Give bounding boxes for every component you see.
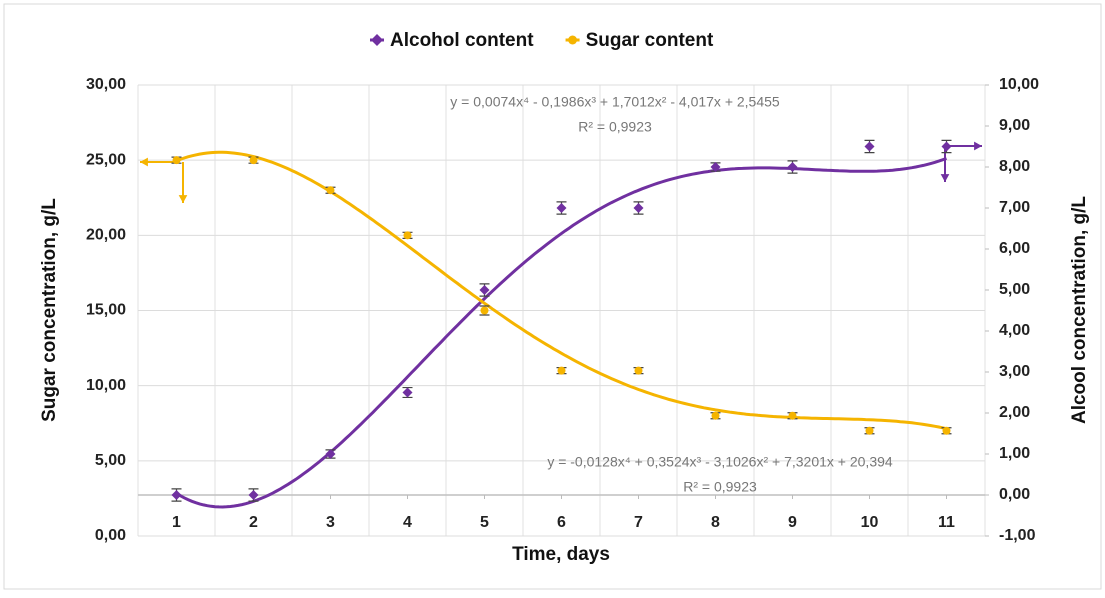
point bbox=[711, 411, 720, 420]
trendline-r2: R² = 0,9923 bbox=[683, 479, 757, 495]
y2-tick-label: 3,00 bbox=[999, 363, 1030, 380]
x-tick-label: 9 bbox=[788, 514, 797, 531]
y2-axis-title: Alcool concentration, g/L bbox=[1069, 196, 1090, 424]
legend-marker bbox=[568, 35, 578, 45]
point bbox=[633, 203, 644, 213]
x-axis-title: Time, days bbox=[512, 544, 610, 565]
chart-frame bbox=[3, 3, 1102, 590]
y-tick-label: 0,00 bbox=[95, 527, 126, 544]
y-axis-title: Sugar concentration, g/L bbox=[39, 198, 60, 422]
x-tick-label: 1 bbox=[172, 514, 181, 531]
y2-tick-label: 5,00 bbox=[999, 281, 1030, 298]
legend-label: Alcohol content bbox=[390, 30, 534, 51]
point bbox=[249, 156, 258, 165]
point bbox=[864, 141, 875, 152]
y-tick-label: 25,00 bbox=[86, 151, 126, 168]
y2-tick-label: 1,00 bbox=[999, 445, 1030, 462]
y2-tick-label: 7,00 bbox=[999, 199, 1030, 216]
arrow-head bbox=[178, 195, 188, 203]
legend-label: Sugar content bbox=[586, 30, 714, 51]
point bbox=[479, 285, 490, 295]
legend-marker bbox=[371, 34, 383, 46]
x-tick-label: 2 bbox=[249, 514, 258, 531]
arrow-head bbox=[140, 157, 148, 167]
x-tick-label: 8 bbox=[711, 514, 720, 531]
y-tick-label: 15,00 bbox=[86, 302, 126, 319]
arrow-head bbox=[940, 174, 950, 182]
y-tick-label: 30,00 bbox=[86, 76, 126, 93]
x-tick-label: 11 bbox=[938, 514, 955, 531]
point bbox=[172, 156, 181, 165]
point bbox=[402, 387, 413, 398]
trendline bbox=[175, 156, 948, 509]
point bbox=[248, 490, 259, 500]
point bbox=[325, 449, 336, 459]
point bbox=[787, 162, 798, 172]
point bbox=[403, 231, 412, 240]
point bbox=[788, 411, 797, 420]
y2-tick-label: 0,00 bbox=[999, 486, 1030, 503]
point bbox=[326, 186, 335, 195]
trendline-equation: y = 0,0074x⁴ - 0,1986x³ + 1,7012x² - 4,0… bbox=[450, 94, 780, 110]
point bbox=[634, 366, 643, 375]
point bbox=[941, 141, 952, 152]
x-tick-label: 5 bbox=[480, 514, 489, 531]
point bbox=[557, 366, 566, 375]
y-tick-label: 20,00 bbox=[86, 227, 126, 244]
arrow-head bbox=[974, 141, 982, 151]
y2-tick-label: 6,00 bbox=[999, 240, 1030, 257]
x-tick-label: 3 bbox=[326, 514, 335, 531]
y2-tick-label: 2,00 bbox=[999, 404, 1030, 421]
trendline-equation: y = -0,0128x⁴ + 0,3524x³ - 3,1026x² + 7,… bbox=[547, 454, 893, 470]
point bbox=[480, 306, 489, 315]
point bbox=[556, 203, 567, 213]
trendline bbox=[175, 150, 947, 431]
y2-tick-label: 10,00 bbox=[999, 76, 1039, 93]
x-tick-label: 6 bbox=[557, 514, 566, 531]
trendline-r2: R² = 0,9923 bbox=[578, 119, 652, 135]
x-tick-label: 7 bbox=[634, 514, 643, 531]
y-tick-label: 10,00 bbox=[86, 377, 126, 394]
y2-tick-label: 9,00 bbox=[999, 117, 1030, 134]
point bbox=[865, 426, 874, 435]
point bbox=[710, 162, 721, 172]
point bbox=[171, 490, 182, 500]
y-tick-label: 5,00 bbox=[95, 452, 126, 469]
y2-tick-label: 4,00 bbox=[999, 322, 1030, 339]
x-tick-label: 10 bbox=[861, 514, 879, 531]
x-tick-label: 4 bbox=[403, 514, 412, 531]
y2-tick-label: 8,00 bbox=[999, 158, 1030, 175]
y2-tick-label: -1,00 bbox=[999, 527, 1036, 544]
point bbox=[942, 426, 951, 435]
